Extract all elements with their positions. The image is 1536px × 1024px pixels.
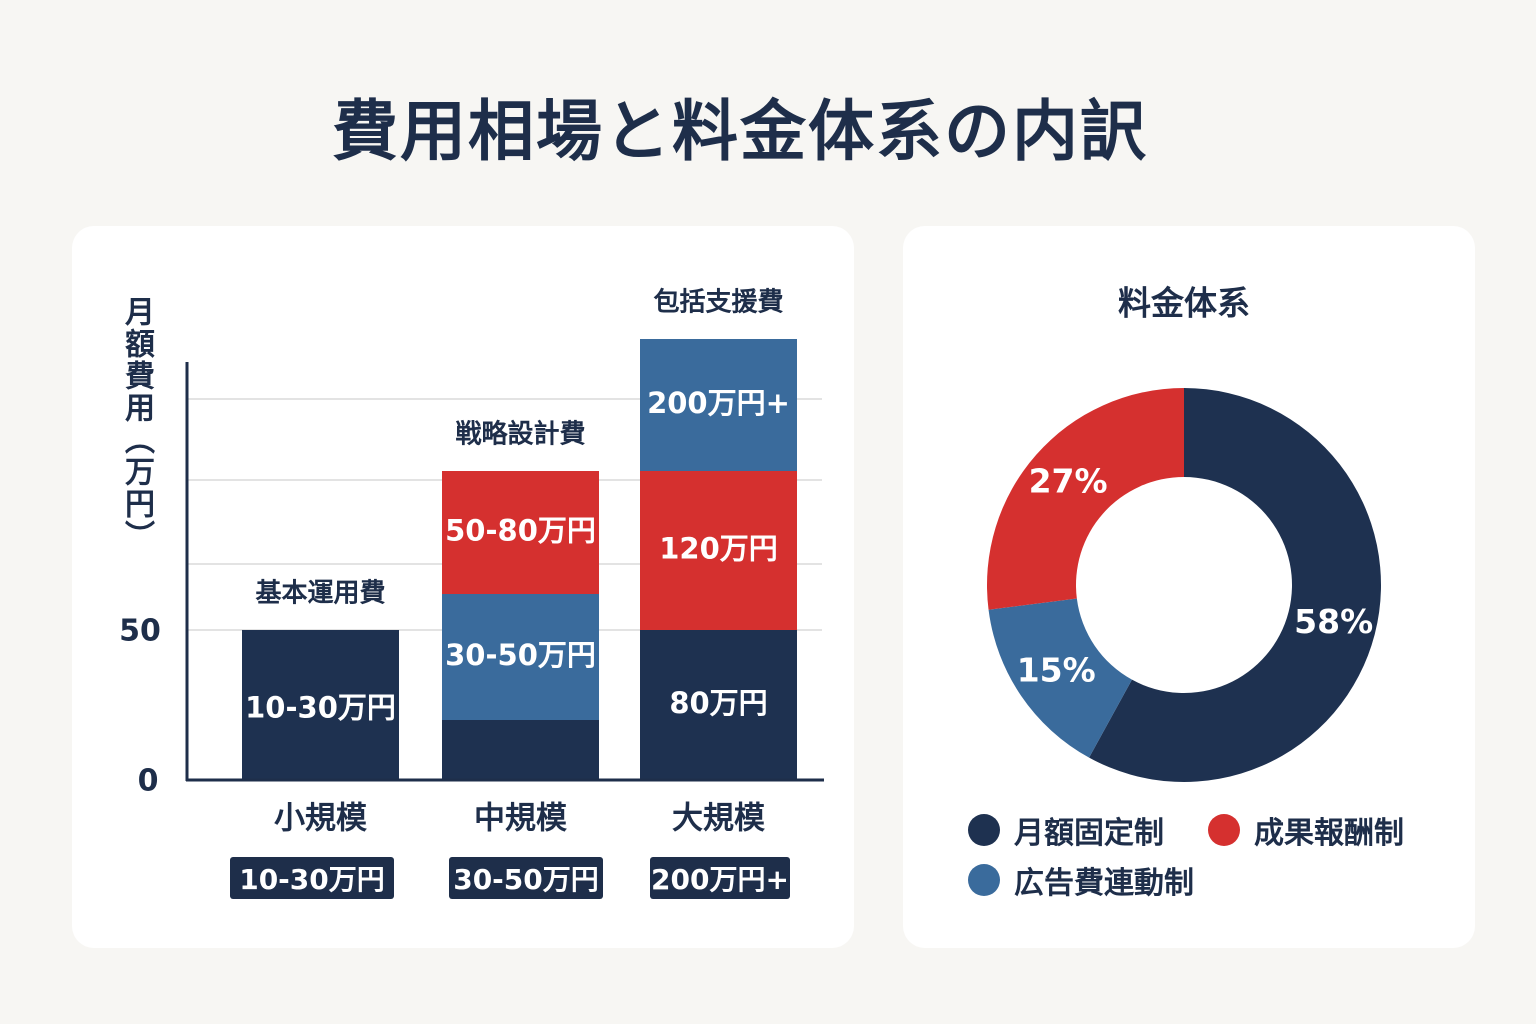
donut-slice-1 — [988, 598, 1132, 758]
category-label-2: 大規模 — [672, 801, 765, 837]
range-badge-small: 10-30万円 — [230, 857, 394, 899]
legend-label-ad-linked: 広告費連動制 — [1014, 866, 1194, 901]
bar-segment-1-2 — [442, 471, 599, 594]
donut-label-0: 58% — [1294, 602, 1373, 641]
range-badge-large: 200万円+ — [650, 857, 790, 899]
donut-label-1: 15% — [1017, 650, 1096, 689]
legend-dot-ad-linked — [968, 864, 1000, 896]
bar-value-label-1-2: 50-80万円 — [445, 514, 596, 548]
bar-value-label-2-3: 200万円+ — [647, 386, 790, 420]
legend-dot-fixed — [968, 814, 1000, 846]
bar-segment-2-0 — [640, 630, 797, 780]
bar-segment-0-0 — [242, 630, 399, 780]
legend-label-fixed: 月額固定制 — [1014, 816, 1164, 851]
category-label-0: 小規模 — [274, 801, 367, 837]
legend-label-performance: 成果報酬制 — [1254, 816, 1404, 851]
legend-item-performance: 成果報酬制 — [1208, 808, 1404, 852]
page-title: 費用相場と料金体系の内訳 — [332, 93, 1148, 170]
bar-value-label-0-0: 10-30万円 — [245, 691, 396, 725]
legend-item-fixed: 月額固定制 — [968, 808, 1164, 852]
bar-value-label-2-2: 120万円 — [659, 532, 778, 566]
bar-top-label-0: 基本運用費 — [255, 579, 385, 609]
bar-segment-2-3 — [640, 339, 797, 471]
category-label-1: 中規模 — [474, 801, 567, 837]
y-tick-label-50: 50 — [119, 614, 161, 649]
bar-segment-1-1 — [442, 594, 599, 720]
bar-top-label-1: 戦略設計費 — [455, 419, 585, 450]
bar-segment-1-0 — [442, 720, 599, 780]
range-badge-medium: 30-50万円 — [449, 857, 603, 899]
donut-label-2: 27% — [1029, 461, 1108, 500]
y-axis-label: 月額費用（万円） — [119, 296, 154, 552]
bar-value-label-1-1: 30-50万円 — [445, 638, 596, 672]
legend-dot-performance — [1208, 814, 1240, 846]
bar-value-label-2-0: 80万円 — [669, 686, 767, 720]
donut-slice-2 — [986, 388, 1184, 610]
bar-segment-2-2 — [640, 471, 797, 630]
legend-item-ad-linked: 広告費連動制 — [968, 858, 1194, 902]
y-tick-label-0: 0 — [138, 764, 159, 799]
donut-slice-0 — [1089, 388, 1381, 782]
bar-top-label-2: 包括支援費 — [653, 287, 783, 318]
donut-title: 料金体系 — [1118, 284, 1250, 323]
